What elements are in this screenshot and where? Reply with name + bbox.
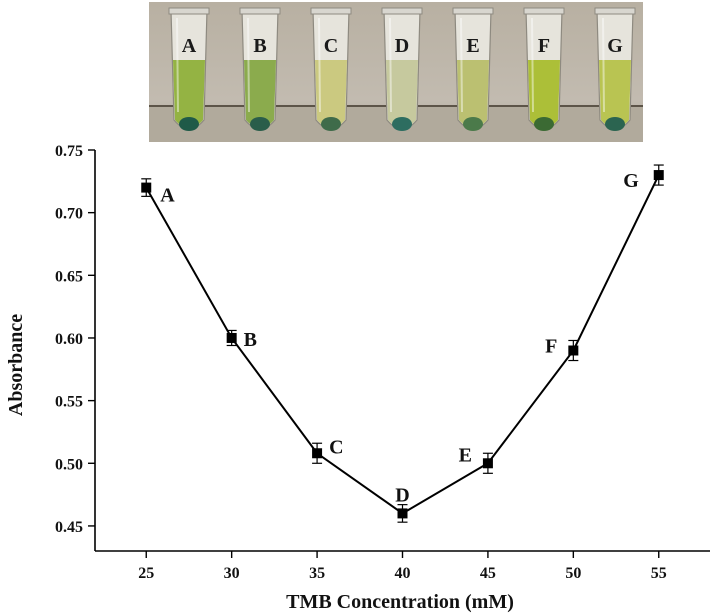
tube-pellet xyxy=(463,117,483,131)
x-tick-label: 40 xyxy=(395,565,411,582)
tube-b: B xyxy=(239,7,281,131)
tube-liquid xyxy=(315,60,347,128)
tube-liquid xyxy=(386,60,418,128)
tube-cap xyxy=(168,7,210,15)
tube-highlight xyxy=(602,17,605,113)
x-tick-label: 35 xyxy=(309,565,325,582)
tube-label: G xyxy=(607,35,623,57)
tube-f: F xyxy=(523,7,565,131)
x-tick-label: 50 xyxy=(565,565,581,582)
point-label-a: A xyxy=(160,185,175,207)
tube-a: A xyxy=(168,7,210,131)
tube-highlight xyxy=(460,17,463,113)
tube-cap xyxy=(594,7,636,15)
tube-cap xyxy=(239,7,281,15)
point-label-d: D xyxy=(395,484,409,506)
tube-cap xyxy=(523,7,565,15)
y-tick-label: 0.50 xyxy=(55,456,83,473)
tube-label: C xyxy=(324,35,338,57)
y-tick-label: 0.55 xyxy=(55,394,83,411)
tube-cap xyxy=(452,7,494,15)
tube-label: F xyxy=(538,35,550,57)
data-point-f xyxy=(568,345,579,356)
tube-photo: A B C D E F G xyxy=(149,2,643,142)
y-tick-label: 0.60 xyxy=(55,331,83,348)
tube-highlight xyxy=(531,17,534,113)
y-tick-label: 0.45 xyxy=(55,519,83,536)
data-point-e xyxy=(482,458,493,469)
tube-liquid xyxy=(599,60,631,128)
data-point-a xyxy=(141,182,152,193)
y-axis-title: Absorbance xyxy=(5,314,27,416)
x-tick-label: 55 xyxy=(651,565,667,582)
data-series: A B C D E F G xyxy=(141,164,664,523)
tube-label: B xyxy=(253,35,266,57)
y-tick-label: 0.70 xyxy=(55,206,83,223)
tube-cap xyxy=(381,7,423,15)
tube-liquid xyxy=(173,60,205,128)
tube-highlight xyxy=(176,17,179,113)
tube-pellet xyxy=(179,117,199,131)
x-tick-label: 45 xyxy=(480,565,496,582)
tube-pellet xyxy=(250,117,270,131)
data-point-c xyxy=(312,448,323,459)
tube-liquid xyxy=(528,60,560,128)
point-label-c: C xyxy=(329,436,343,458)
axis-ticks: 25 30 35 40 45 50 55 0.45 0.50 0.55 0.60 0.65 0.70 0.… xyxy=(55,143,667,582)
tube-highlight xyxy=(247,17,250,113)
tube-cap xyxy=(310,7,352,15)
tubes-group: A B C D E F G xyxy=(168,7,636,131)
tube-liquid xyxy=(457,60,489,128)
point-label-e: E xyxy=(459,444,472,466)
tube-pellet xyxy=(392,117,412,131)
series-line xyxy=(145,174,660,515)
absorbance-chart: 25 30 35 40 45 50 55 0.45 0.50 0.55 0.60 0.65 0.70 0.… xyxy=(5,143,710,613)
data-point-b xyxy=(226,332,237,343)
data-point-g xyxy=(653,170,664,181)
tube-pellet xyxy=(534,117,554,131)
point-label-f: F xyxy=(545,336,557,358)
tube-label: E xyxy=(466,35,479,57)
x-axis-title: TMB Concentration (mM) xyxy=(286,591,514,613)
y-tick-label: 0.65 xyxy=(55,268,83,285)
data-point-d xyxy=(397,508,408,519)
tube-pellet xyxy=(321,117,341,131)
x-tick-label: 25 xyxy=(138,565,154,582)
tube-pellet xyxy=(605,117,625,131)
tube-label: D xyxy=(395,35,409,57)
tube-d: D xyxy=(381,7,423,131)
tube-e: E xyxy=(452,7,494,131)
tube-label: A xyxy=(182,35,197,57)
tube-c: C xyxy=(310,7,352,131)
point-label-b: B xyxy=(244,329,257,351)
tube-g: G xyxy=(594,7,636,131)
x-tick-label: 30 xyxy=(224,565,240,582)
tube-highlight xyxy=(318,17,321,113)
y-tick-label: 0.75 xyxy=(55,143,83,160)
tube-highlight xyxy=(389,17,392,113)
point-label-g: G xyxy=(623,170,639,192)
tube-liquid xyxy=(244,60,276,128)
